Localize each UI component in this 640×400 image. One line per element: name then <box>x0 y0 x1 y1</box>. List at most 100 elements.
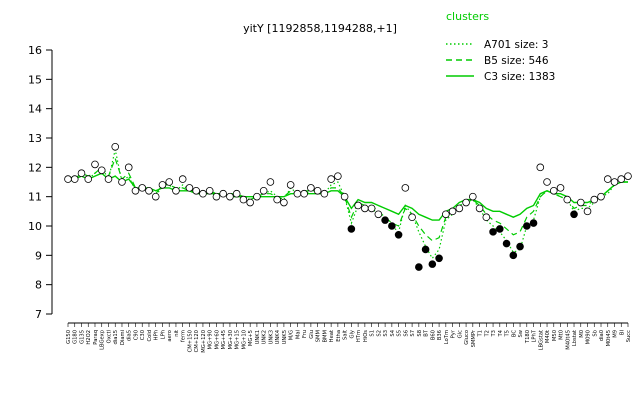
y-tick-label: 7 <box>35 308 42 321</box>
x-tick-label: UNK2 <box>262 330 268 344</box>
series-line-1 <box>67 149 628 260</box>
x-tick-label: CM+150 <box>187 330 193 352</box>
data-point-mg-120 <box>199 189 207 198</box>
data-point-mg-5 <box>246 198 254 207</box>
data-point-nit <box>172 187 180 195</box>
x-tick-label: HPh <box>154 330 160 340</box>
data-point-sw <box>516 242 524 251</box>
x-tick-label: Heat <box>329 330 335 342</box>
x-tick-label: Lbstat <box>572 330 578 346</box>
x-tick-label: LoTm <box>444 330 450 344</box>
data-point-dia0 <box>597 192 605 201</box>
x-tick-label: S5 <box>397 330 403 337</box>
x-tick-label: Fru <box>302 330 308 338</box>
x-tick-label: M40t45 <box>565 330 571 350</box>
data-point-s3 <box>381 216 389 224</box>
x-tick-label: B60 <box>430 330 436 340</box>
data-point-m50 <box>549 187 558 195</box>
x-tick-label: M50 <box>552 330 558 341</box>
legend-label: B5 size: 546 <box>484 55 549 67</box>
x-tick-label: dia0 <box>599 330 605 341</box>
data-point-lbstat <box>570 210 578 219</box>
data-point-b60 <box>428 260 437 268</box>
data-point-glc <box>455 204 464 213</box>
x-tick-label: G180 <box>73 330 79 344</box>
data-point-mg-45 <box>219 189 227 198</box>
x-tick-label: UNK5 <box>282 330 288 344</box>
x-tick-label: T3 <box>491 330 497 337</box>
data-point-t2 <box>482 213 491 222</box>
y-tick-label: 10 <box>28 220 42 233</box>
data-point-g150 <box>64 175 72 183</box>
x-tick-label: G135 <box>79 330 85 344</box>
x-tick-label: Succ <box>626 330 632 342</box>
data-point-m40t45 <box>563 195 572 204</box>
data-point-m-g <box>286 181 295 189</box>
data-point-mg-10 <box>239 195 248 204</box>
data-point-unk2 <box>259 187 268 195</box>
x-tick-label: Cold <box>147 330 153 342</box>
x-tick-label: S3 <box>383 330 389 337</box>
x-tick-label: MG+30 <box>228 330 234 349</box>
data-point-dia15 <box>111 143 120 151</box>
data-point-cm-150 <box>185 184 194 192</box>
data-point-paraq <box>91 160 99 169</box>
x-tick-label: SMM <box>316 330 322 342</box>
x-tick-label: S8 <box>417 330 423 337</box>
x-tick-label: S4 <box>390 329 396 336</box>
data-point-sb <box>590 195 599 204</box>
data-point-t4 <box>496 225 504 233</box>
data-point-pyr <box>448 207 457 216</box>
data-point-lph <box>158 181 167 189</box>
data-point-t5 <box>502 239 511 248</box>
x-tick-label: HTm <box>356 330 362 342</box>
x-tick-label: UNK1 <box>255 330 261 344</box>
x-tick-label: Mal <box>295 330 301 339</box>
x-tick-label: S7 <box>410 330 416 337</box>
y-tick-label: 12 <box>28 161 42 174</box>
x-tick-label: dia15 <box>113 330 119 345</box>
data-point-ferm <box>178 175 187 183</box>
data-point-m9 <box>610 178 619 186</box>
data-point-htm <box>354 201 362 210</box>
data-point-t1 <box>475 204 484 213</box>
x-tick-label: BC <box>511 330 517 337</box>
x-tick-label: S2 <box>376 330 382 337</box>
data-point-mg-60 <box>212 192 221 201</box>
x-tick-label: S6 <box>403 330 409 337</box>
data-point-s6 <box>401 184 410 192</box>
data-point-mg-90 <box>205 187 214 195</box>
x-tick-label: G150 <box>66 330 72 344</box>
x-tick-label: MG+90 <box>208 330 214 349</box>
data-point-s2 <box>374 210 383 219</box>
data-point-unk1 <box>253 192 261 201</box>
x-tick-label: M090 <box>586 330 592 344</box>
data-point-gluco <box>462 198 470 207</box>
x-tick-label: ferm <box>181 330 187 342</box>
x-tick-label: Etha <box>336 330 342 342</box>
x-tick-label: MG+45 <box>221 330 227 349</box>
data-point-s8 <box>415 263 423 271</box>
chart-title: yitY [1192858,1194288,+1] <box>243 22 397 35</box>
x-tick-label: nit <box>174 330 180 337</box>
x-tick-label: M9 <box>613 330 619 338</box>
x-tick-label: Glc <box>457 330 463 338</box>
data-point-unk3 <box>266 178 275 186</box>
legend: clusters A701 size: 3 B5 size: 546 C3 size… <box>446 10 555 83</box>
y-tick-label: 15 <box>28 73 42 86</box>
x-tick-label: Salt <box>343 330 349 340</box>
x-tick-label: BT <box>424 329 430 337</box>
data-point-s5 <box>394 231 403 239</box>
x-tick-label: SMMPr <box>471 329 477 347</box>
x-tick-label: BI <box>619 330 625 336</box>
x-tick-label: Pyr <box>451 329 457 338</box>
x-tick-label: T5 <box>505 330 511 337</box>
x-tick-label: Diami <box>120 330 126 345</box>
data-point-g180 <box>70 175 79 183</box>
data-point-glu <box>307 184 315 192</box>
x-tick-label: Sb <box>592 329 598 336</box>
x-tick-label: HiOs <box>363 330 369 342</box>
data-point-hios <box>361 204 369 213</box>
data-point-mg-30 <box>226 192 234 201</box>
data-point-m0 <box>576 198 585 207</box>
